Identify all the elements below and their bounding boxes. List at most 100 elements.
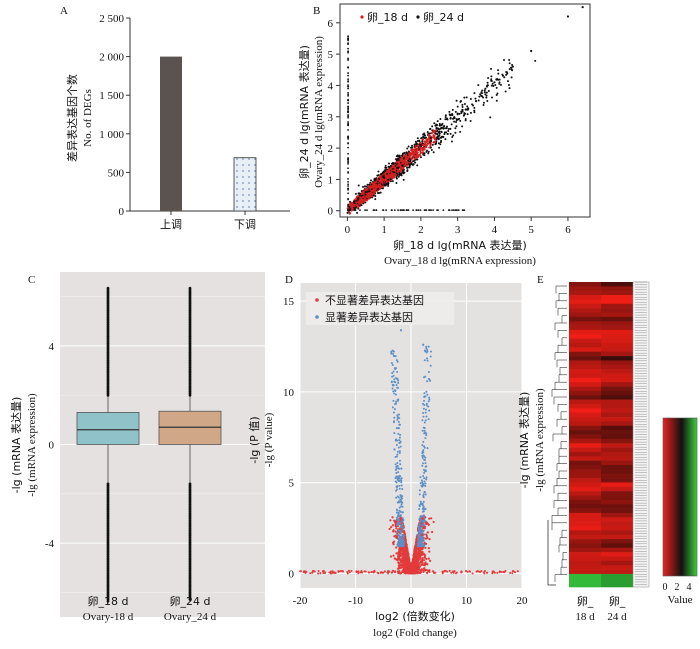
d-point-ns (491, 570, 494, 573)
d-point-ns (341, 570, 344, 573)
d-point-sig (419, 521, 422, 524)
b-point (378, 175, 381, 178)
b-point-high (581, 6, 584, 9)
b-point (359, 202, 362, 205)
d-xtick-label: 10 (461, 595, 473, 607)
d-point-sig (420, 543, 423, 546)
b-point (442, 127, 445, 130)
b-point-axis (347, 51, 349, 54)
d-point-ns (453, 570, 456, 573)
b-point-axis (347, 152, 349, 155)
b-point-axis (428, 209, 431, 212)
d-point-sig (396, 531, 399, 534)
b-point (380, 179, 383, 182)
d-point-sig (422, 508, 425, 511)
b-point (423, 134, 426, 137)
b-point (399, 166, 402, 169)
b-point (433, 138, 436, 141)
b-point-axis (447, 209, 450, 212)
b-ylabel-cn: 卵_24 d lg(mRNA 表达量) (297, 45, 311, 179)
b-point (496, 77, 499, 80)
b-point (486, 84, 489, 87)
d-point-ns (425, 557, 428, 561)
b-point (438, 131, 441, 134)
e-cell-col1 (569, 321, 601, 326)
d-point-ns (319, 572, 322, 575)
b-point-axis (452, 209, 455, 212)
e-cell-col1 (569, 404, 601, 409)
d-point-ns (309, 572, 312, 575)
b-point (431, 143, 434, 146)
d-point-sig (397, 513, 400, 516)
d-point-sig (421, 452, 424, 455)
d-point-ns (390, 526, 393, 529)
b-point (397, 155, 400, 158)
b-point (411, 144, 414, 147)
b-point (504, 90, 507, 93)
d-point-ns (478, 570, 481, 573)
d-point-sig (398, 442, 401, 445)
d-point-sig (423, 491, 426, 494)
b-ytick-label: 3 (328, 112, 334, 124)
b-point (428, 146, 431, 149)
b-legend-24d: 卵_24 d (423, 11, 464, 24)
b-point (395, 182, 398, 185)
b-point (402, 172, 405, 175)
d-point-ns (419, 557, 422, 560)
d-point-ns (425, 523, 428, 526)
d-point-sig (424, 408, 427, 411)
b-point (497, 69, 500, 72)
d-point-sig (418, 535, 421, 538)
e-cell-col2 (601, 347, 633, 353)
d-point-sig (417, 539, 420, 542)
d-point-sig (394, 438, 397, 441)
b-point (492, 85, 495, 88)
e-cell-col2 (601, 447, 633, 453)
d-point-sig (398, 506, 401, 509)
d-point-ns (337, 570, 340, 573)
d-point-ns (414, 546, 417, 550)
b-point (449, 127, 452, 130)
b-point (444, 116, 447, 119)
b-ytick-label: 1 (328, 174, 334, 186)
d-point-sig (394, 463, 397, 466)
d-point-sig (399, 514, 402, 517)
d-point-ns (299, 570, 302, 573)
d-point-ns (423, 525, 427, 528)
b-point (366, 183, 369, 186)
b-point (484, 93, 487, 96)
b-point-axis (347, 142, 349, 144)
b-point (423, 154, 426, 157)
b-point (397, 157, 400, 160)
d-point-ns (412, 561, 415, 565)
d-point-ns (348, 571, 351, 574)
a-xtick-label: 上调 (160, 218, 182, 231)
b-point (454, 127, 457, 130)
b-point (387, 169, 390, 172)
b-point-axis (424, 209, 427, 212)
b-point (463, 102, 466, 105)
panel-label-c: C (28, 274, 35, 286)
d-point-ns (370, 571, 373, 574)
d-point-ns (404, 570, 407, 573)
b-point (355, 204, 358, 207)
b-point (421, 142, 424, 145)
b-point (490, 84, 493, 87)
d-point-ns (464, 569, 467, 572)
d-point-ns (418, 561, 422, 564)
d-point-sig (419, 500, 422, 503)
b-point (381, 182, 384, 185)
b-point (392, 162, 395, 165)
d-point-sig (425, 434, 428, 437)
d-point-sig (426, 380, 429, 383)
d-point-ns (397, 567, 400, 570)
b-point (383, 183, 386, 186)
b-point-axis (347, 162, 349, 165)
d-point-ns (421, 561, 424, 564)
d-point-sig (423, 455, 426, 458)
d-point-sig (396, 478, 399, 481)
d-point-sig (395, 400, 398, 403)
d-point-ns (407, 557, 411, 560)
d-point-ns (395, 535, 399, 539)
b-point (420, 137, 423, 140)
